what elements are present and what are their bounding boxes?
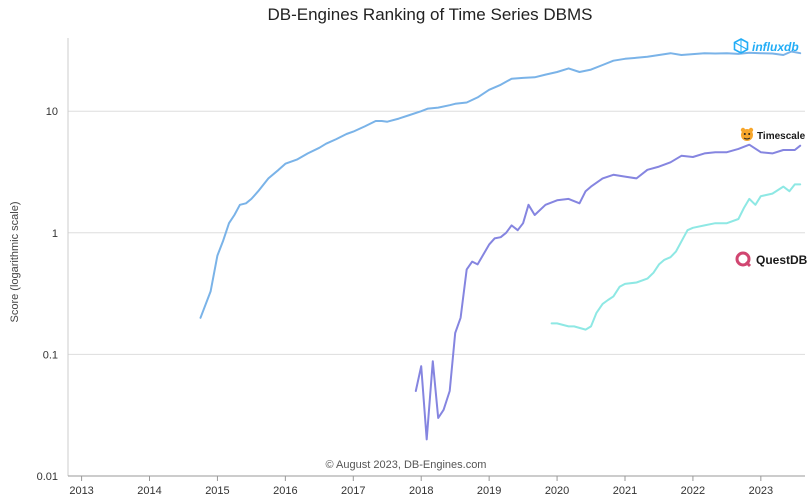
questdb-logo-icon — [735, 251, 752, 268]
series-line-questdb — [550, 183, 802, 331]
legend-questdb: QuestDB — [735, 251, 808, 268]
x-tick-label: 2016 — [273, 485, 297, 497]
y-tick-label: 1 — [52, 228, 58, 240]
legend-label-questdb: QuestDB — [756, 253, 808, 267]
x-tick-label: 2023 — [749, 485, 773, 497]
y-axis-label: Score (logarithmic scale) — [9, 201, 21, 322]
series-lines — [199, 50, 802, 441]
y-tick-label: 10 — [46, 106, 58, 118]
legend-timescale: Timescale — [740, 127, 806, 142]
x-tick-label: 2021 — [613, 485, 637, 497]
credit-note: © August 2023, DB-Engines.com — [326, 459, 487, 471]
x-tick-label: 2015 — [205, 485, 229, 497]
y-axis-ticks: 0.01 0.1 1 10 — [37, 106, 58, 483]
legend-label-timescale: Timescale — [757, 131, 806, 142]
influxdb-logo-icon — [733, 38, 749, 54]
y-tick-label: 0.01 — [37, 471, 58, 483]
x-tick-label: 2018 — [409, 485, 433, 497]
x-tick-label: 2019 — [477, 485, 501, 497]
legend-label-influxdb: influxdb — [752, 40, 799, 54]
chart-title: DB-Engines Ranking of Time Series DBMS — [267, 5, 592, 24]
x-tick-label: 2013 — [69, 485, 93, 497]
x-tick-label: 2022 — [681, 485, 705, 497]
timescale-tiger-icon — [740, 127, 754, 141]
axes — [67, 38, 805, 477]
x-tick-label: 2020 — [545, 485, 569, 497]
series-line-timescale — [414, 143, 802, 441]
x-tick-label: 2014 — [137, 485, 161, 497]
grid — [68, 110, 805, 477]
x-tick-label: 2017 — [341, 485, 365, 497]
legend-influxdb: influxdb — [733, 38, 799, 54]
x-axis-ticks: 2013 2014 2015 2016 2017 2018 2019 2020 2021 2022… — [69, 476, 773, 497]
y-tick-label: 0.1 — [43, 349, 58, 361]
series-line-influxdb — [199, 50, 802, 319]
